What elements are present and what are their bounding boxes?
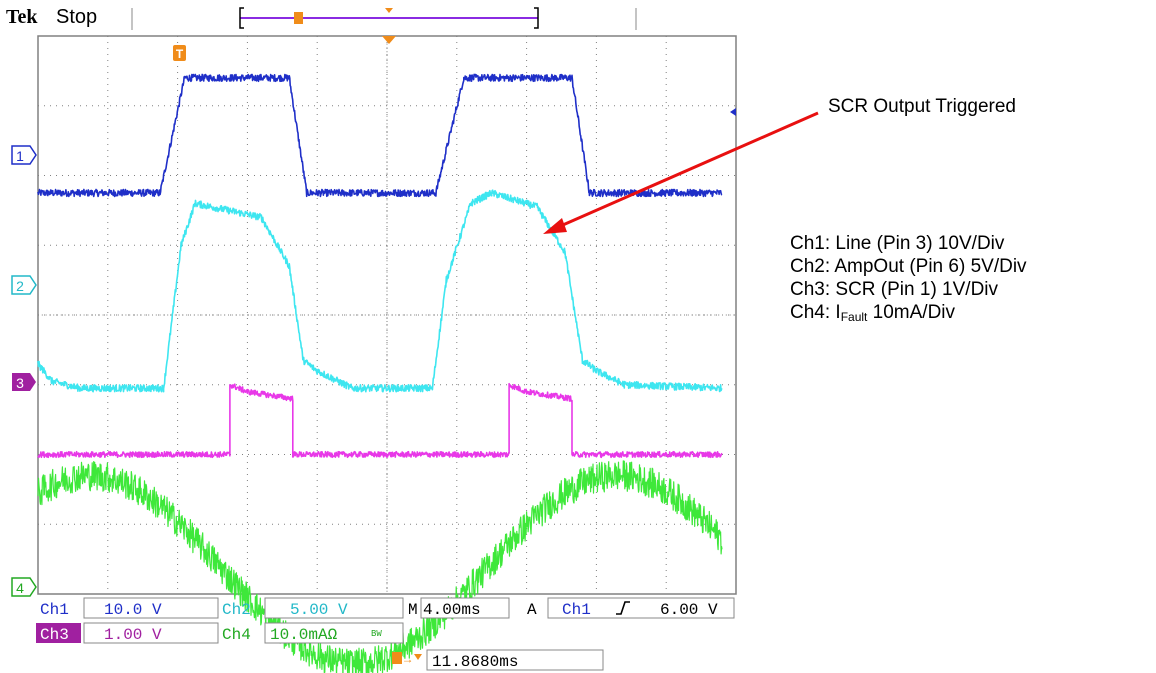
svg-text:2: 2 bbox=[16, 278, 24, 294]
channel-readout: Ch1 10.0 V Ch2 5.00 V M 4.00ms A Ch1 6.0… bbox=[36, 597, 735, 671]
annotation-arrow bbox=[555, 111, 819, 230]
record-view-bar bbox=[239, 7, 539, 29]
svg-text:M: M bbox=[408, 601, 418, 619]
svg-text:11.8680ms: 11.8680ms bbox=[432, 653, 518, 671]
svg-text:→: → bbox=[404, 653, 412, 667]
legend-ch4: Ch4: IFault 10mA/Div bbox=[790, 302, 956, 324]
svg-text:10.0mAΩ: 10.0mAΩ bbox=[270, 626, 338, 644]
svg-text:Ch4: Ch4 bbox=[222, 626, 251, 644]
trace-ch1 bbox=[37, 73, 723, 198]
svg-text:T: T bbox=[176, 47, 184, 61]
trigger-position-marker: T bbox=[173, 45, 186, 61]
svg-text:1.00 V: 1.00 V bbox=[104, 626, 162, 644]
ch1-marker: 1 bbox=[11, 145, 37, 165]
trigger-level-marker bbox=[730, 108, 736, 116]
svg-text:4.00ms: 4.00ms bbox=[423, 601, 481, 619]
svg-text:Ch1: Ch1 bbox=[562, 601, 591, 619]
svg-text:5.00 V: 5.00 V bbox=[290, 601, 348, 619]
brand-label: Tek bbox=[6, 6, 38, 28]
waveform-traces bbox=[37, 73, 723, 673]
svg-text:10.0 V: 10.0 V bbox=[104, 601, 162, 619]
legend-ch1: Ch1: Line (Pin 3) 10V/Div bbox=[790, 233, 1005, 254]
channel-legend: Ch1: Line (Pin 3) 10V/Div Ch2: AmpOut (P… bbox=[790, 232, 1027, 329]
ch3-marker: 3 bbox=[12, 373, 36, 391]
trigger-center-marker bbox=[382, 36, 396, 44]
ch4-marker: 4 bbox=[11, 577, 37, 597]
trace-ch4 bbox=[37, 460, 723, 673]
svg-text:Ch1: Ch1 bbox=[40, 601, 69, 619]
trace-ch2 bbox=[37, 189, 723, 393]
trigger-annotation: SCR Output Triggered bbox=[828, 96, 1016, 117]
legend-ch2: Ch2: AmpOut (Pin 6) 5V/Div bbox=[790, 256, 1027, 277]
svg-text:1: 1 bbox=[16, 148, 24, 164]
svg-text:Ch2: Ch2 bbox=[222, 601, 251, 619]
svg-text:4: 4 bbox=[16, 580, 24, 596]
graticule bbox=[38, 36, 736, 594]
legend-ch3: Ch3: SCR (Pin 1) 1V/Div bbox=[790, 279, 999, 300]
svg-text:Ch3: Ch3 bbox=[40, 626, 69, 644]
svg-text:6.00 V: 6.00 V bbox=[660, 601, 718, 619]
svg-text:A: A bbox=[527, 601, 537, 619]
svg-text:BW: BW bbox=[371, 629, 382, 639]
trace-ch3 bbox=[37, 382, 723, 459]
ch2-marker: 2 bbox=[11, 275, 37, 295]
svg-text:3: 3 bbox=[16, 375, 24, 391]
acquisition-state: Stop bbox=[56, 6, 97, 28]
